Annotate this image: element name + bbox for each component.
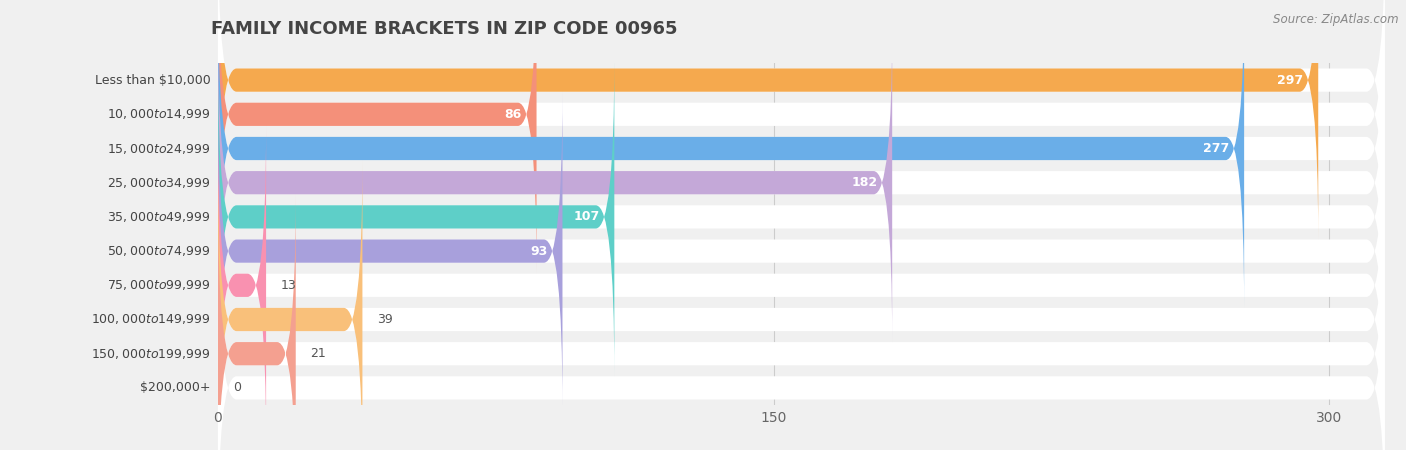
Text: 39: 39 (377, 313, 394, 326)
Text: 0: 0 (233, 382, 240, 394)
Text: 86: 86 (505, 108, 522, 121)
Text: FAMILY INCOME BRACKETS IN ZIP CODE 00965: FAMILY INCOME BRACKETS IN ZIP CODE 00965 (211, 20, 678, 38)
FancyBboxPatch shape (218, 229, 1385, 450)
Text: $100,000 to $149,999: $100,000 to $149,999 (91, 312, 211, 327)
Text: $10,000 to $14,999: $10,000 to $14,999 (107, 107, 211, 122)
Text: Less than $10,000: Less than $10,000 (96, 74, 211, 86)
Text: Source: ZipAtlas.com: Source: ZipAtlas.com (1274, 14, 1399, 27)
FancyBboxPatch shape (218, 0, 1385, 239)
Text: 182: 182 (851, 176, 877, 189)
Text: 277: 277 (1204, 142, 1229, 155)
Text: 93: 93 (530, 245, 548, 257)
FancyBboxPatch shape (218, 0, 1385, 308)
FancyBboxPatch shape (218, 194, 1385, 450)
FancyBboxPatch shape (218, 0, 1319, 239)
Text: 297: 297 (1277, 74, 1303, 86)
Text: $50,000 to $74,999: $50,000 to $74,999 (107, 244, 211, 258)
Text: 21: 21 (311, 347, 326, 360)
FancyBboxPatch shape (218, 160, 363, 450)
Text: $200,000+: $200,000+ (141, 382, 211, 394)
FancyBboxPatch shape (218, 0, 1244, 308)
Text: $25,000 to $34,999: $25,000 to $34,999 (107, 176, 211, 190)
Text: $150,000 to $199,999: $150,000 to $199,999 (91, 346, 211, 361)
FancyBboxPatch shape (218, 160, 1385, 450)
FancyBboxPatch shape (218, 0, 1385, 274)
FancyBboxPatch shape (218, 92, 562, 410)
FancyBboxPatch shape (218, 0, 537, 274)
Text: $35,000 to $49,999: $35,000 to $49,999 (107, 210, 211, 224)
Text: 13: 13 (281, 279, 297, 292)
FancyBboxPatch shape (218, 126, 266, 445)
Text: 107: 107 (574, 211, 599, 223)
FancyBboxPatch shape (218, 58, 1385, 376)
FancyBboxPatch shape (218, 194, 295, 450)
FancyBboxPatch shape (218, 92, 1385, 410)
FancyBboxPatch shape (218, 23, 1385, 342)
FancyBboxPatch shape (218, 126, 1385, 445)
Text: $15,000 to $24,999: $15,000 to $24,999 (107, 141, 211, 156)
Text: $75,000 to $99,999: $75,000 to $99,999 (107, 278, 211, 293)
FancyBboxPatch shape (218, 23, 893, 342)
FancyBboxPatch shape (218, 58, 614, 376)
